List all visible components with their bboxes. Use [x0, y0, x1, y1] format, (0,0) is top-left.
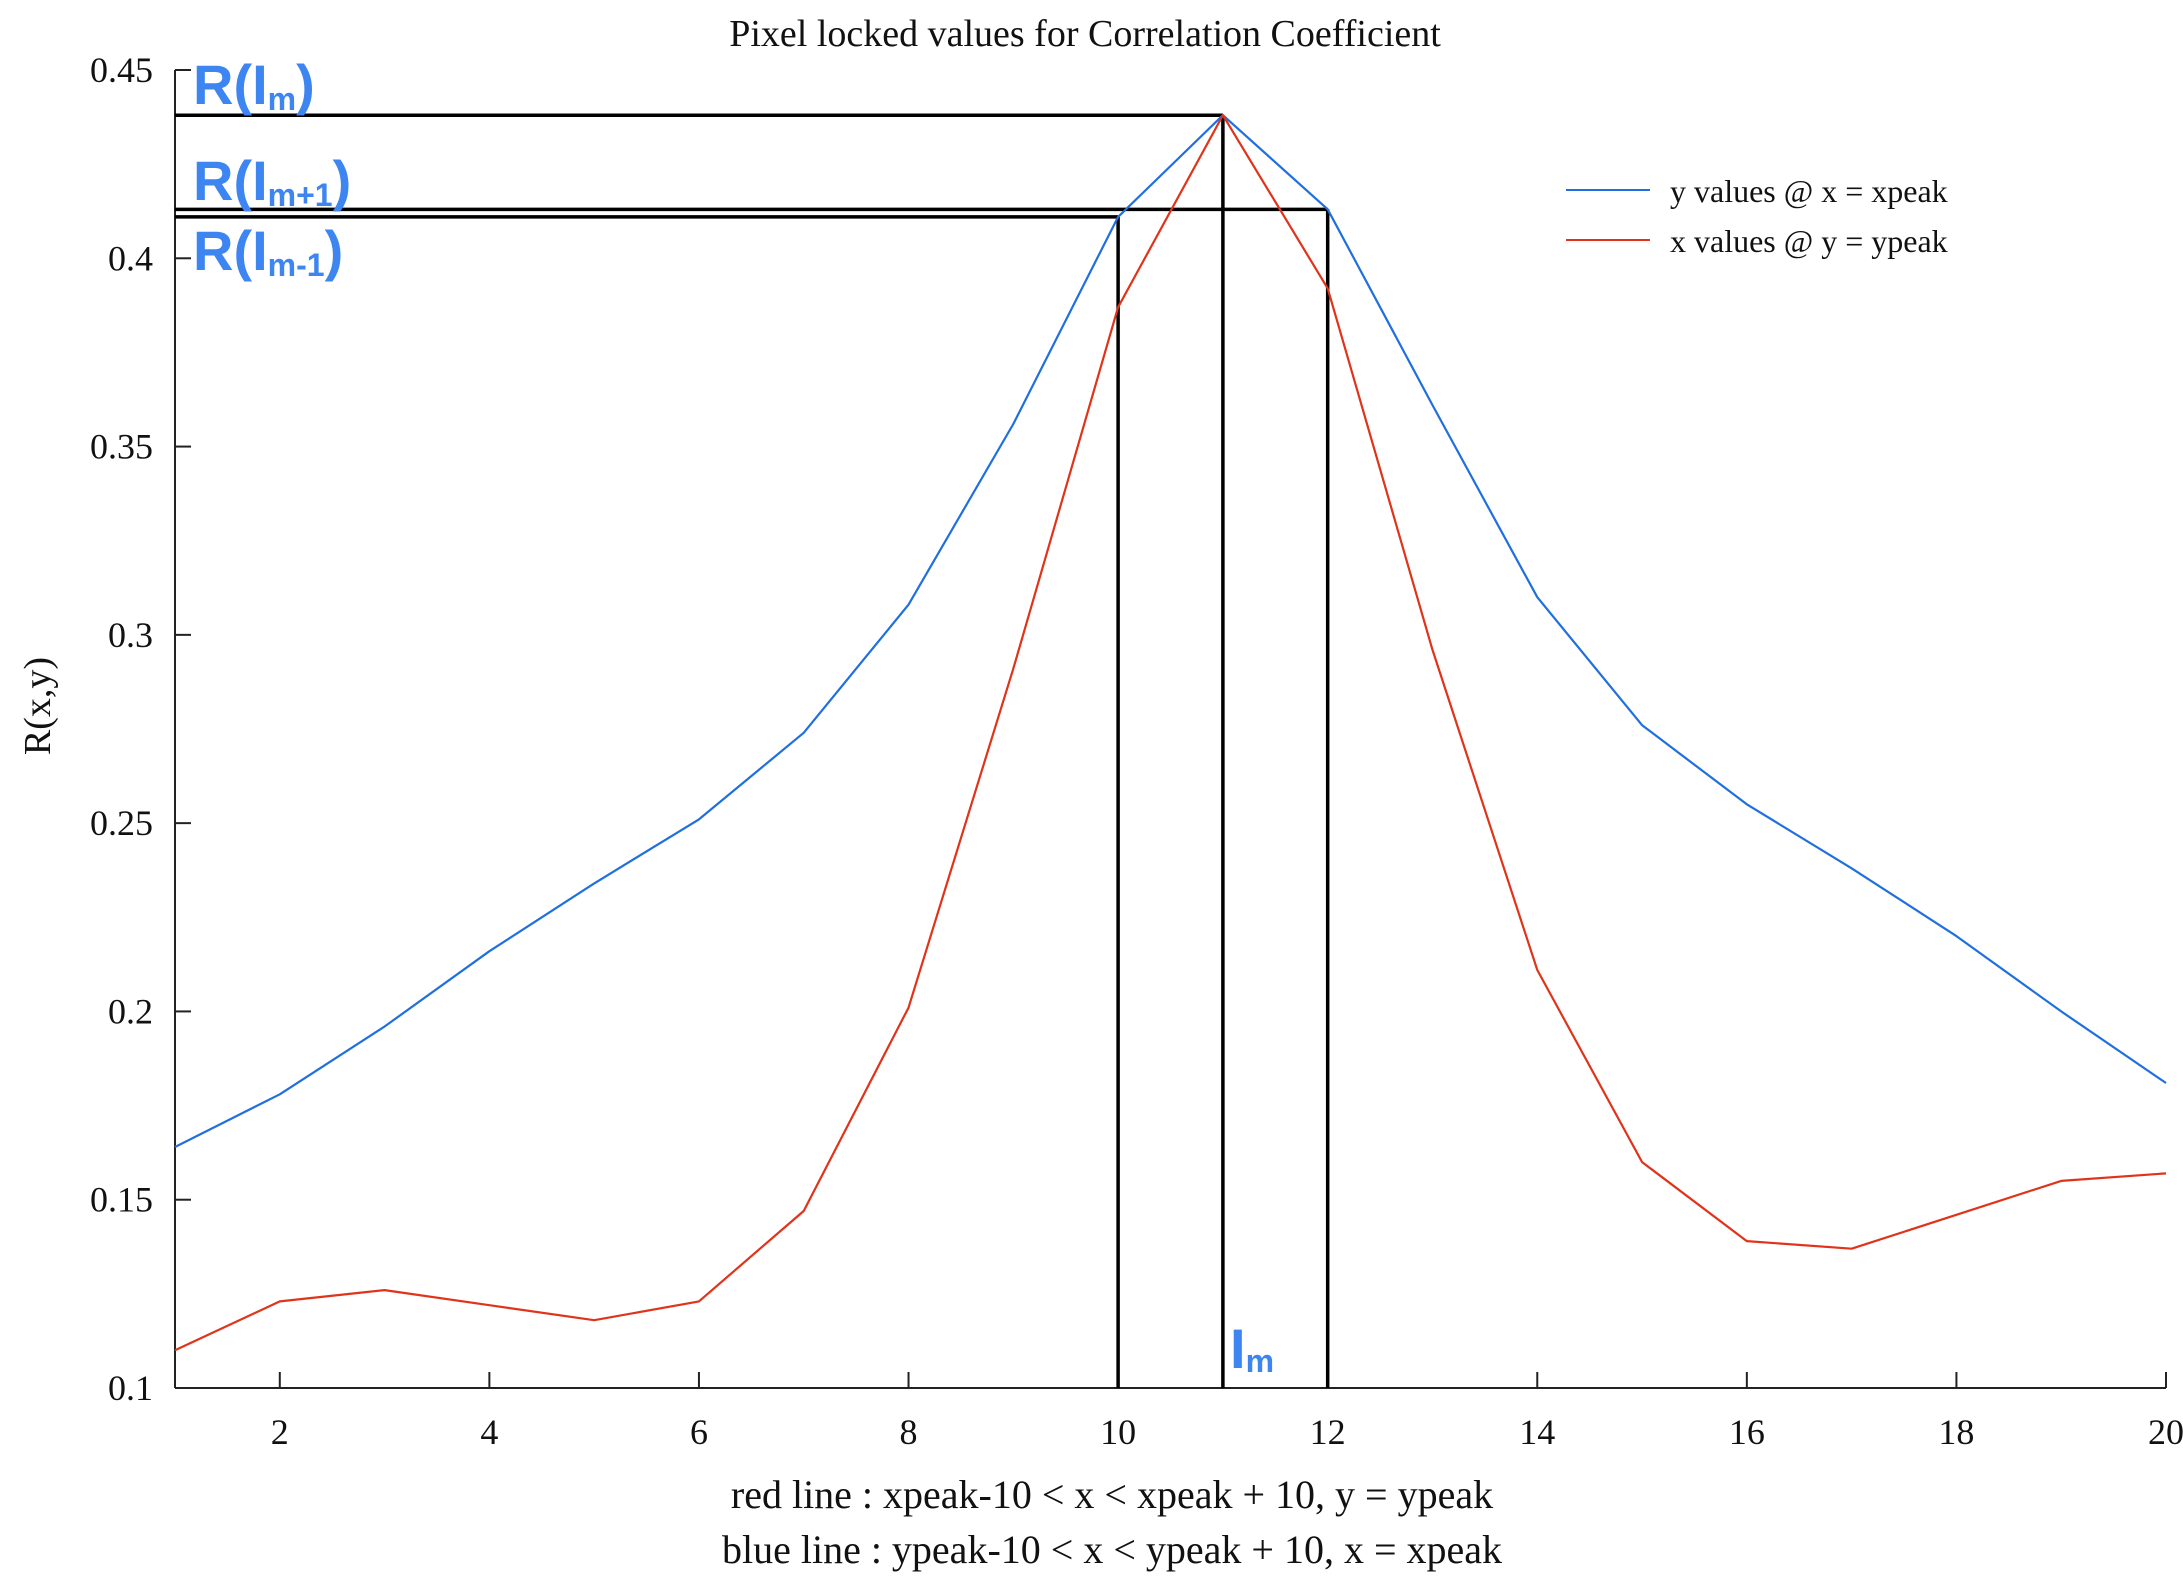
x-tick-label: 8: [900, 1412, 918, 1452]
annotation-im-sub: m: [1246, 1343, 1274, 1379]
y-ticks: 0.1 0.15 0.2 0.25 0.3 0.35 0.4 0.45: [90, 50, 191, 1408]
annotation-r-im-plus-1-sub: m+1: [268, 177, 333, 213]
series-line-y-values: [174, 114, 2167, 1148]
y-tick-label: 0.15: [90, 1180, 153, 1220]
annotation-r-im-base: R(I: [193, 53, 268, 116]
y-axis-label: R(x,y): [17, 657, 59, 755]
x-axis-label-line-2: blue line : ypeak-10 < x < ypeak + 10, x…: [722, 1527, 1502, 1572]
legend-label-y-values: y values @ x = xpeak: [1670, 173, 1948, 209]
annotation-r-im-minus-1: R(Im-1): [193, 219, 343, 283]
x-tick-label: 2: [271, 1412, 289, 1452]
y-tick-label: 0.3: [108, 615, 153, 655]
y-tick-label: 0.4: [108, 238, 153, 278]
annotation-r-im: R(Im): [193, 53, 315, 117]
annotation-r-im-minus-1-base: R(I: [193, 219, 268, 282]
annotation-r-im-plus-1-close: ): [333, 149, 352, 212]
y-tick-label: 0.1: [108, 1368, 153, 1408]
x-tick-label: 12: [1310, 1412, 1346, 1452]
chart-title: Pixel locked values for Correlation Coef…: [729, 13, 1441, 55]
x-ticks: 2 4 6 8 10 12 14 16 18 20: [271, 1372, 2183, 1452]
y-tick-label: 0.35: [90, 427, 153, 467]
annotation-r-im-minus-1-close: ): [325, 219, 344, 282]
annotation-r-im-sub: m: [268, 81, 296, 117]
x-tick-label: 4: [480, 1412, 498, 1452]
x-tick-label: 16: [1729, 1412, 1765, 1452]
annotation-r-im-plus-1: R(Im+1): [193, 149, 351, 213]
annotation-im: Im: [1230, 1317, 1274, 1380]
annotation-im-base: I: [1230, 1317, 1246, 1380]
series-group: [174, 114, 2167, 1352]
x-axis-label-line-1: red line : xpeak-10 < x < xpeak + 10, y …: [731, 1472, 1493, 1517]
x-tick-label: 18: [1938, 1412, 1974, 1452]
legend-label-x-values: x values @ y = ypeak: [1670, 223, 1948, 259]
guide-lines: [175, 113, 1330, 1388]
y-tick-label: 0.25: [90, 803, 153, 843]
x-tick-label: 10: [1100, 1412, 1136, 1452]
annotation-r-im-close: ): [296, 53, 315, 116]
annotation-r-im-plus-1-base: R(I: [193, 149, 268, 212]
annotation-r-im-minus-1-sub: m-1: [268, 247, 325, 283]
x-tick-label: 14: [1519, 1412, 1555, 1452]
series-line-x-values: [174, 114, 2167, 1352]
x-tick-label: 20: [2148, 1412, 2183, 1452]
y-tick-label: 0.45: [90, 50, 153, 90]
legend: y values @ x = xpeak x values @ y = ypea…: [1566, 173, 1948, 259]
y-tick-label: 0.2: [108, 991, 153, 1031]
x-tick-label: 6: [690, 1412, 708, 1452]
